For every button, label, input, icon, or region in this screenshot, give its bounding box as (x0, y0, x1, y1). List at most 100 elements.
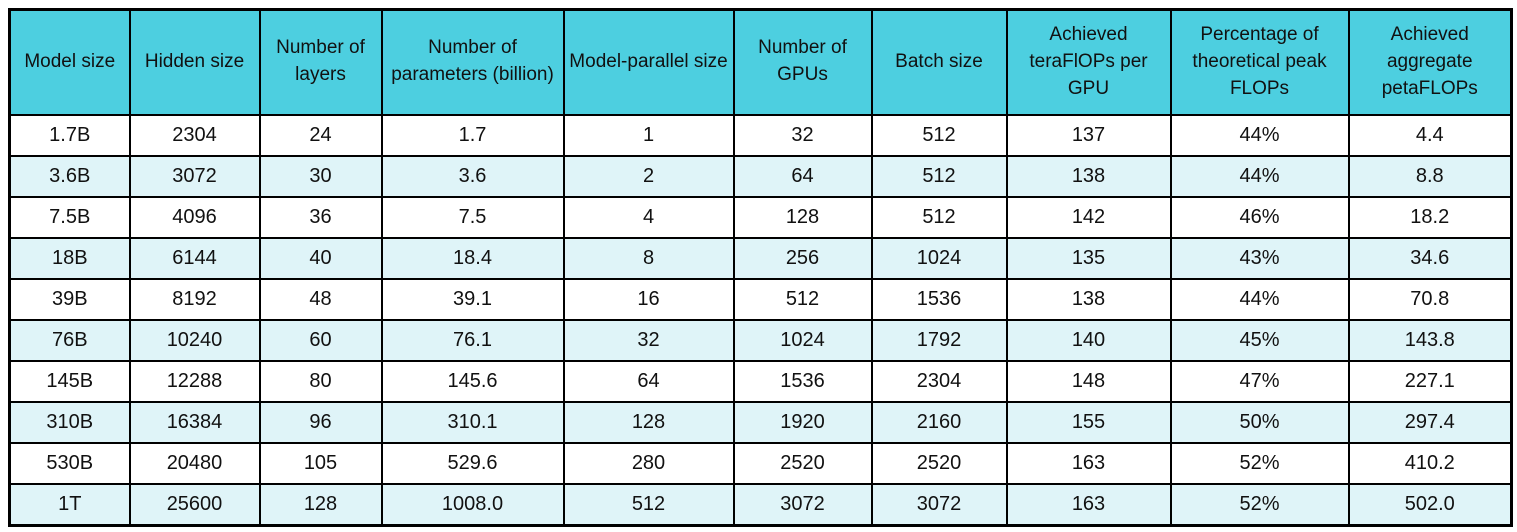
table-row: 39B 8192 48 39.1 16 512 1536 138 44% 70.8 (8, 277, 1513, 321)
column-header: Model-parallel size (562, 8, 735, 116)
table-row: 1.7B 2304 24 1.7 1 32 512 137 44% 4.4 (8, 113, 1513, 157)
table-cell: 52% (1169, 442, 1350, 486)
table-cell: 1536 (732, 360, 873, 404)
table-cell: 4.4 (1347, 113, 1513, 157)
table-cell: 1792 (870, 318, 1008, 363)
table-cell: 1T (8, 483, 131, 527)
table-cell: 64 (562, 360, 735, 404)
table-cell: 3.6B (8, 154, 131, 198)
table-cell: 155 (1005, 401, 1172, 445)
table-cell: 297.4 (1347, 401, 1513, 445)
table-row: 76B 10240 60 76.1 32 1024 1792 140 45% 143.8 (8, 318, 1513, 363)
table-cell: 1.7B (8, 113, 131, 157)
column-header: Hidden size (128, 8, 261, 116)
table-cell: 16384 (128, 401, 261, 445)
table-cell: 34.6 (1347, 236, 1513, 280)
table-cell: 148 (1005, 360, 1172, 404)
table-cell: 1.7 (380, 113, 565, 157)
table-cell: 142 (1005, 195, 1172, 239)
table-cell: 128 (562, 401, 735, 445)
table-cell: 45% (1169, 318, 1350, 363)
table-cell: 64 (732, 154, 873, 198)
table-cell: 512 (870, 113, 1008, 157)
table-cell: 8192 (128, 277, 261, 321)
table-cell: 163 (1005, 483, 1172, 527)
header-row: Model size Hidden size Number of layers Num… (8, 8, 1513, 116)
table-cell: 512 (870, 195, 1008, 239)
table-cell: 227.1 (1347, 360, 1513, 404)
table-cell: 70.8 (1347, 277, 1513, 321)
table-body: 1.7B 2304 24 1.7 1 32 512 137 44% 4.4 3.6B 3072 30 3.… (8, 113, 1513, 527)
table-cell: 135 (1005, 236, 1172, 280)
table-row: 7.5B 4096 36 7.5 4 128 512 142 46% 18.2 (8, 195, 1513, 239)
table-cell: 10240 (128, 318, 261, 363)
column-header: Achieved aggregate petaFLOPs (1347, 8, 1513, 116)
table-cell: 46% (1169, 195, 1350, 239)
table-cell: 6144 (128, 236, 261, 280)
table-cell: 138 (1005, 154, 1172, 198)
table-cell: 128 (258, 483, 383, 527)
table-cell: 2304 (128, 113, 261, 157)
column-header: Number of layers (258, 8, 383, 116)
table-cell: 8.8 (1347, 154, 1513, 198)
table-row: 530B 20480 105 529.6 280 2520 2520 163 52% 410.2 (8, 442, 1513, 486)
table-cell: 2 (562, 154, 735, 198)
table-cell: 40 (258, 236, 383, 280)
table-cell: 512 (732, 277, 873, 321)
table-cell: 530B (8, 442, 131, 486)
table-cell: 39B (8, 277, 131, 321)
table-cell: 410.2 (1347, 442, 1513, 486)
table-cell: 76.1 (380, 318, 565, 363)
table-cell: 1024 (870, 236, 1008, 280)
table-cell: 36 (258, 195, 383, 239)
table-cell: 280 (562, 442, 735, 486)
table-cell: 32 (562, 318, 735, 363)
table-cell: 2520 (870, 442, 1008, 486)
table-cell: 1008.0 (380, 483, 565, 527)
column-header: Model size (8, 8, 131, 116)
table-cell: 1920 (732, 401, 873, 445)
table-cell: 18.4 (380, 236, 565, 280)
table-cell: 44% (1169, 277, 1350, 321)
table-cell: 96 (258, 401, 383, 445)
table-cell: 3072 (128, 154, 261, 198)
table-cell: 1 (562, 113, 735, 157)
table-cell: 60 (258, 318, 383, 363)
table-cell: 4 (562, 195, 735, 239)
table-cell: 1024 (732, 318, 873, 363)
table-row: 18B 6144 40 18.4 8 256 1024 135 43% 34.6 (8, 236, 1513, 280)
table-cell: 50% (1169, 401, 1350, 445)
table-cell: 3072 (870, 483, 1008, 527)
table-header: Model size Hidden size Number of layers Num… (8, 8, 1513, 116)
table-cell: 105 (258, 442, 383, 486)
table-cell: 18B (8, 236, 131, 280)
table-cell: 3072 (732, 483, 873, 527)
table-row: 3.6B 3072 30 3.6 2 64 512 138 44% 8.8 (8, 154, 1513, 198)
table-cell: 18.2 (1347, 195, 1513, 239)
table-cell: 20480 (128, 442, 261, 486)
table-cell: 47% (1169, 360, 1350, 404)
table-cell: 80 (258, 360, 383, 404)
table-cell: 7.5 (380, 195, 565, 239)
table-cell: 2160 (870, 401, 1008, 445)
table-cell: 25600 (128, 483, 261, 527)
table-cell: 52% (1169, 483, 1350, 527)
table-cell: 76B (8, 318, 131, 363)
table-cell: 8 (562, 236, 735, 280)
table-cell: 44% (1169, 154, 1350, 198)
table-cell: 4096 (128, 195, 261, 239)
table-cell: 502.0 (1347, 483, 1513, 527)
table-cell: 12288 (128, 360, 261, 404)
table-row: 1T 25600 128 1008.0 512 3072 3072 163 52% 502.0 (8, 483, 1513, 527)
table-cell: 128 (732, 195, 873, 239)
table-cell: 143.8 (1347, 318, 1513, 363)
table-cell: 138 (1005, 277, 1172, 321)
table-cell: 16 (562, 277, 735, 321)
table-cell: 2304 (870, 360, 1008, 404)
table-cell: 512 (562, 483, 735, 527)
table-cell: 7.5B (8, 195, 131, 239)
model-scaling-table: Model size Hidden size Number of layers Num… (8, 8, 1513, 527)
table-cell: 145.6 (380, 360, 565, 404)
column-header: Number of parameters (billion) (380, 8, 565, 116)
table-cell: 48 (258, 277, 383, 321)
